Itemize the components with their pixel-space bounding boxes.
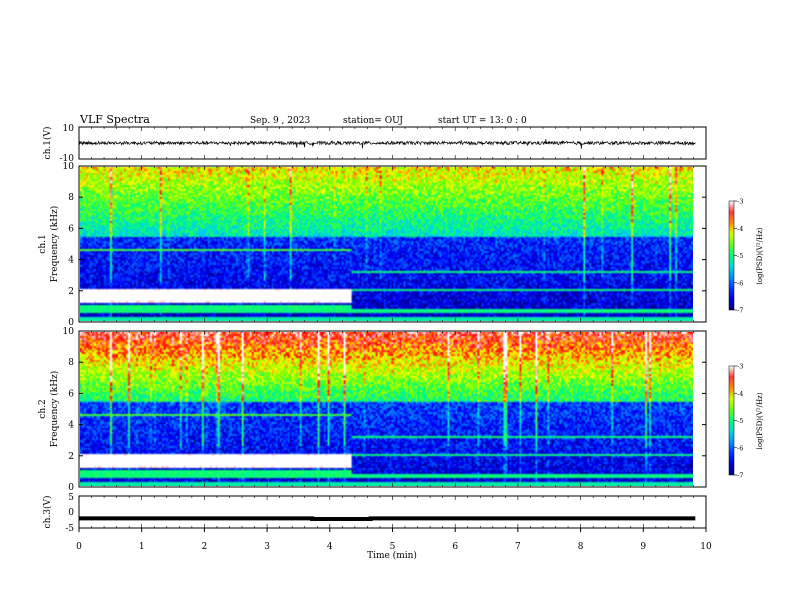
x-tick-label: 10	[700, 542, 712, 552]
x-tick-label: 5	[390, 542, 396, 552]
station-label: station= OUJ	[343, 116, 403, 126]
ch3-waveform-frame	[78, 495, 707, 529]
y-tick-label: 4	[68, 421, 74, 431]
ch1-colorbar-gradient	[728, 200, 735, 311]
ch2-colorbar-label: log(PSD)(V²/Hz)	[756, 392, 764, 449]
x-tick-label: 8	[578, 542, 584, 552]
ch1-waveform-ylabel: ch.1(V)	[42, 127, 53, 160]
y-tick-label: 0	[68, 318, 74, 328]
ch3-ytick-mid: 0	[68, 508, 74, 518]
y-tick-label: 2	[68, 287, 74, 297]
ch2-spectrogram-panel: 0 2 4 6 8 10 ch.2 Frequency (kHz)	[38, 327, 707, 493]
x-axis-label: Time (min)	[367, 550, 417, 561]
ch1-colorbar-label: log(PSD)(V²/Hz)	[756, 227, 764, 284]
colorbar-tick-label: -4	[737, 225, 743, 233]
y-tick-label: 10	[63, 327, 75, 337]
ch3-waveform-panel: 5 0 -5 ch.3(V)	[42, 493, 707, 534]
x-tick-label: 1	[139, 542, 145, 552]
ch2-colorbar-gradient	[728, 365, 735, 476]
colorbar-tick-label: -5	[737, 417, 743, 425]
colorbar-tick-label: -5	[737, 252, 743, 260]
ch1-spectrogram-channel-label: ch.1	[38, 234, 48, 253]
y-tick-label: 6	[68, 389, 74, 399]
colorbar-tick-label: -4	[737, 390, 743, 398]
y-tick-label: 8	[68, 358, 74, 368]
y-tick-label: 0	[68, 483, 74, 493]
start-ut-label: start UT = 13: 0 : 0	[438, 116, 527, 126]
x-tick-label: 2	[202, 542, 208, 552]
x-tick-label: 3	[264, 542, 270, 552]
figure-title: VLF Spectra	[79, 113, 150, 126]
ch1-waveform-trace	[78, 139, 696, 149]
ch3-ytick-bottom: -5	[65, 524, 74, 534]
ch3-waveform-ylabel: ch.3(V)	[42, 496, 53, 529]
y-tick-label: 8	[68, 193, 74, 203]
ch1-waveform-panel: 10 -10 ch.1(V)	[42, 124, 707, 164]
y-tick-label: 6	[68, 224, 74, 234]
ch1-spectrogram-ylabel: Frequency (kHz)	[49, 206, 60, 283]
x-tick-label: 9	[640, 542, 646, 552]
ch1-spectrogram-image	[80, 167, 693, 321]
x-tick-label: 7	[515, 542, 521, 552]
y-tick-label: 4	[68, 256, 74, 266]
ch3-waveform-trace	[79, 516, 696, 521]
y-tick-label: 10	[63, 162, 75, 172]
x-axis: 0 1 2 3 4 5 6 7 8 9 10	[76, 127, 712, 552]
colorbar-tick-label: -3	[737, 363, 743, 371]
ch2-colorbar: -3 -4 -5 -6 -7 log(PSD)(V²/Hz)	[728, 363, 764, 480]
ch2-spectrogram-image	[80, 332, 693, 486]
colorbar-tick-label: -7	[737, 472, 743, 480]
ch2-spectrogram-channel-label: ch.2	[38, 399, 48, 418]
ch1-spectrogram-panel: 0 2 4 6 8 10 ch.1 Frequency (kHz)	[38, 162, 707, 328]
ch1-colorbar: -3 -4 -5 -6 -7 log(PSD)(V²/Hz)	[728, 198, 764, 315]
colorbar-tick-label: -6	[737, 279, 743, 287]
x-tick-label: 0	[76, 542, 82, 552]
ch3-ytick-top: 5	[68, 493, 74, 503]
date-label: Sep. 9 , 2023	[250, 116, 310, 126]
x-tick-label: 6	[452, 542, 458, 552]
ch2-spectrogram-ylabel: Frequency (kHz)	[49, 371, 60, 448]
ch1-ytick-top: 10	[63, 124, 75, 134]
colorbar-tick-label: -7	[737, 307, 743, 315]
colorbar-tick-label: -6	[737, 444, 743, 452]
ch1-ytick-bottom: -10	[60, 154, 75, 164]
x-tick-label: 4	[327, 542, 333, 552]
y-tick-label: 2	[68, 452, 74, 462]
colorbar-tick-label: -3	[737, 198, 743, 206]
